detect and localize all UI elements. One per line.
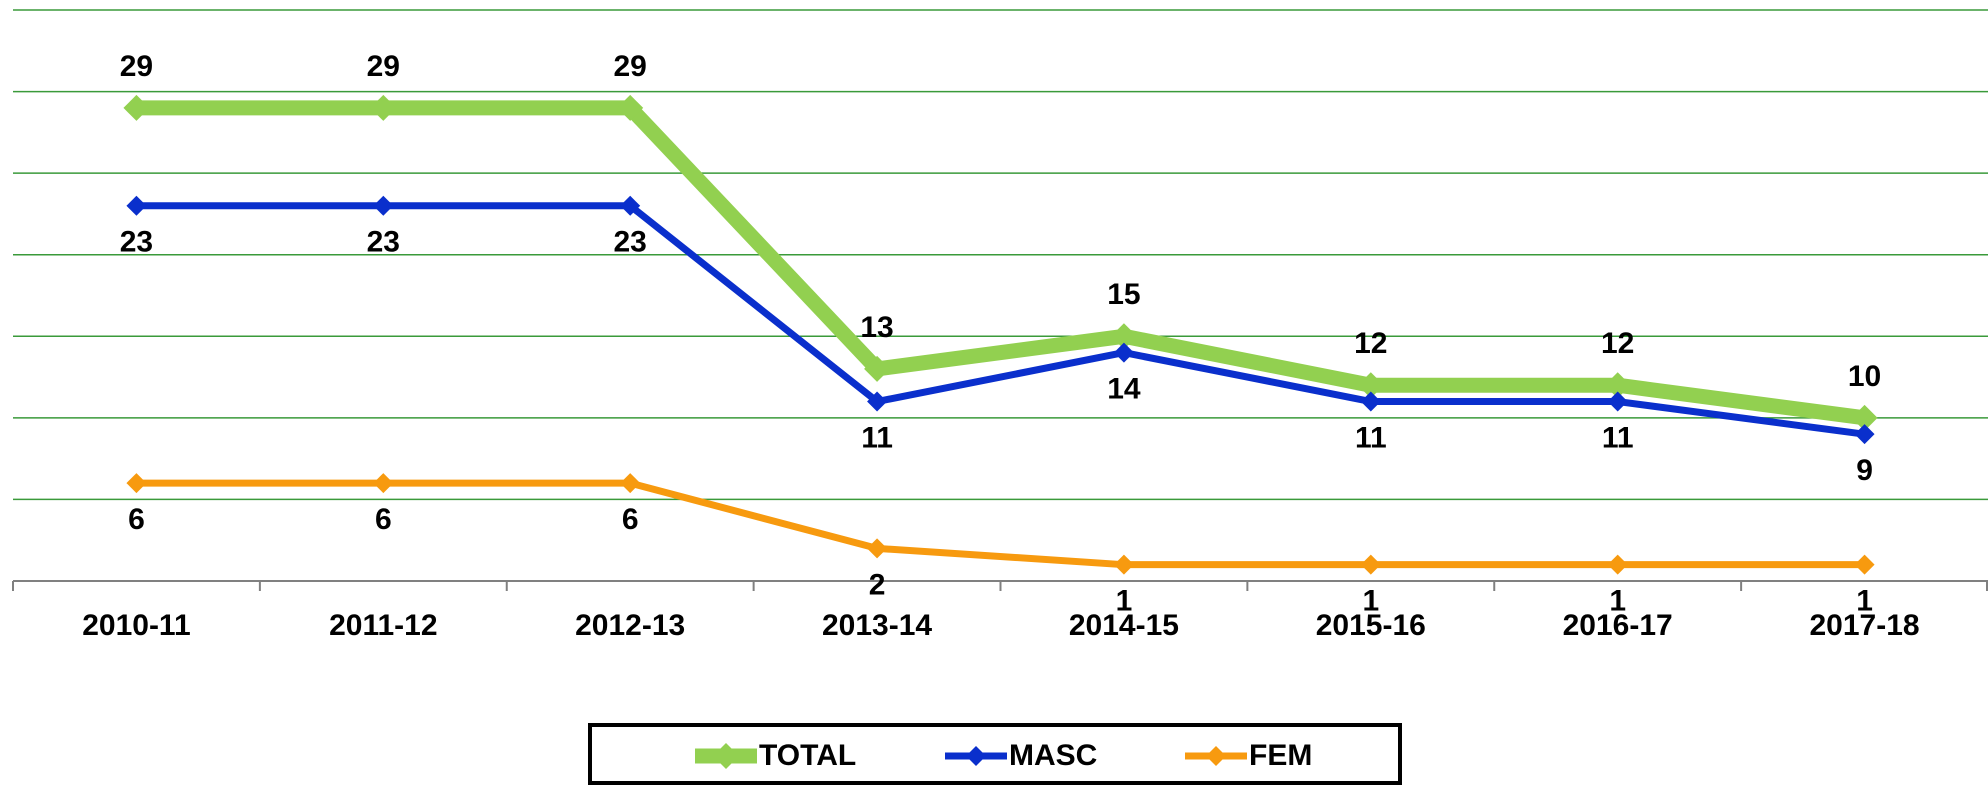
legend-label: FEM <box>1249 739 1312 772</box>
data-label: 10 <box>1848 360 1881 393</box>
marker <box>126 195 147 216</box>
marker <box>1360 554 1381 575</box>
data-label: 23 <box>120 226 153 259</box>
data-label: 11 <box>1355 421 1387 454</box>
x-tick-label: 2010-11 <box>82 609 190 642</box>
data-label: 1 <box>1116 585 1133 618</box>
marker <box>1357 372 1384 399</box>
marker <box>123 94 150 121</box>
marker <box>1607 554 1628 575</box>
x-tick-label: 2011-12 <box>329 609 437 642</box>
marker <box>867 391 888 412</box>
marker <box>1607 391 1628 412</box>
legend: TOTAL MASC FEM <box>588 723 1402 785</box>
data-label: 29 <box>367 50 400 83</box>
series-line <box>136 100 1866 426</box>
grid <box>12 9 1988 591</box>
legend-label: TOTAL <box>759 739 856 772</box>
data-label: 6 <box>622 503 639 536</box>
data-label: 1 <box>1856 585 1873 618</box>
data-label: 29 <box>614 50 647 83</box>
marker <box>1854 424 1875 445</box>
x-tick-label: 2012-13 <box>575 609 685 642</box>
data-label: 6 <box>128 503 145 536</box>
x-tick-label: 2016-17 <box>1563 609 1673 642</box>
marker <box>370 94 397 121</box>
marker <box>867 538 888 559</box>
marker <box>1113 342 1134 363</box>
data-label: 23 <box>614 226 647 259</box>
marker <box>373 195 394 216</box>
data-label: 1 <box>1609 585 1626 618</box>
data-label: 12 <box>1354 327 1387 360</box>
data-label: 12 <box>1601 327 1634 360</box>
data-label: 11 <box>861 421 893 454</box>
marker <box>1851 404 1878 431</box>
marker <box>620 473 641 494</box>
x-tick-label: 2017-18 <box>1810 609 1920 642</box>
data-label: 1 <box>1362 585 1379 618</box>
marker <box>620 195 641 216</box>
marker <box>126 473 147 494</box>
series-line <box>136 202 1866 438</box>
marker <box>864 355 891 382</box>
marker <box>373 473 394 494</box>
legend-marker <box>713 743 739 769</box>
x-tick-label: 2014-15 <box>1069 609 1179 642</box>
marker <box>1854 554 1875 575</box>
data-label: 11 <box>1602 421 1634 454</box>
data-label: 13 <box>860 311 893 344</box>
data-label: 29 <box>120 50 153 83</box>
marker <box>1113 554 1134 575</box>
marker <box>1110 323 1137 350</box>
data-label: 23 <box>367 226 400 259</box>
series-line <box>136 479 1865 569</box>
legend-marker <box>1206 746 1226 766</box>
data-label: 9 <box>1856 454 1873 487</box>
data-label: 6 <box>375 503 392 536</box>
marker <box>617 94 644 121</box>
data-label: 2 <box>869 568 886 601</box>
legend-label: MASC <box>1009 739 1097 772</box>
legend-marker <box>966 746 986 766</box>
marker <box>1604 372 1631 399</box>
data-label: 14 <box>1107 373 1141 406</box>
data-label: 15 <box>1107 278 1140 311</box>
plot: 2010-11 2011-12 2012-13 2013-14 2014-15 2015-… <box>82 50 1919 642</box>
x-tick-label: 2015-16 <box>1316 609 1426 642</box>
marker <box>1360 391 1381 412</box>
x-tick-label: 2013-14 <box>822 609 932 642</box>
